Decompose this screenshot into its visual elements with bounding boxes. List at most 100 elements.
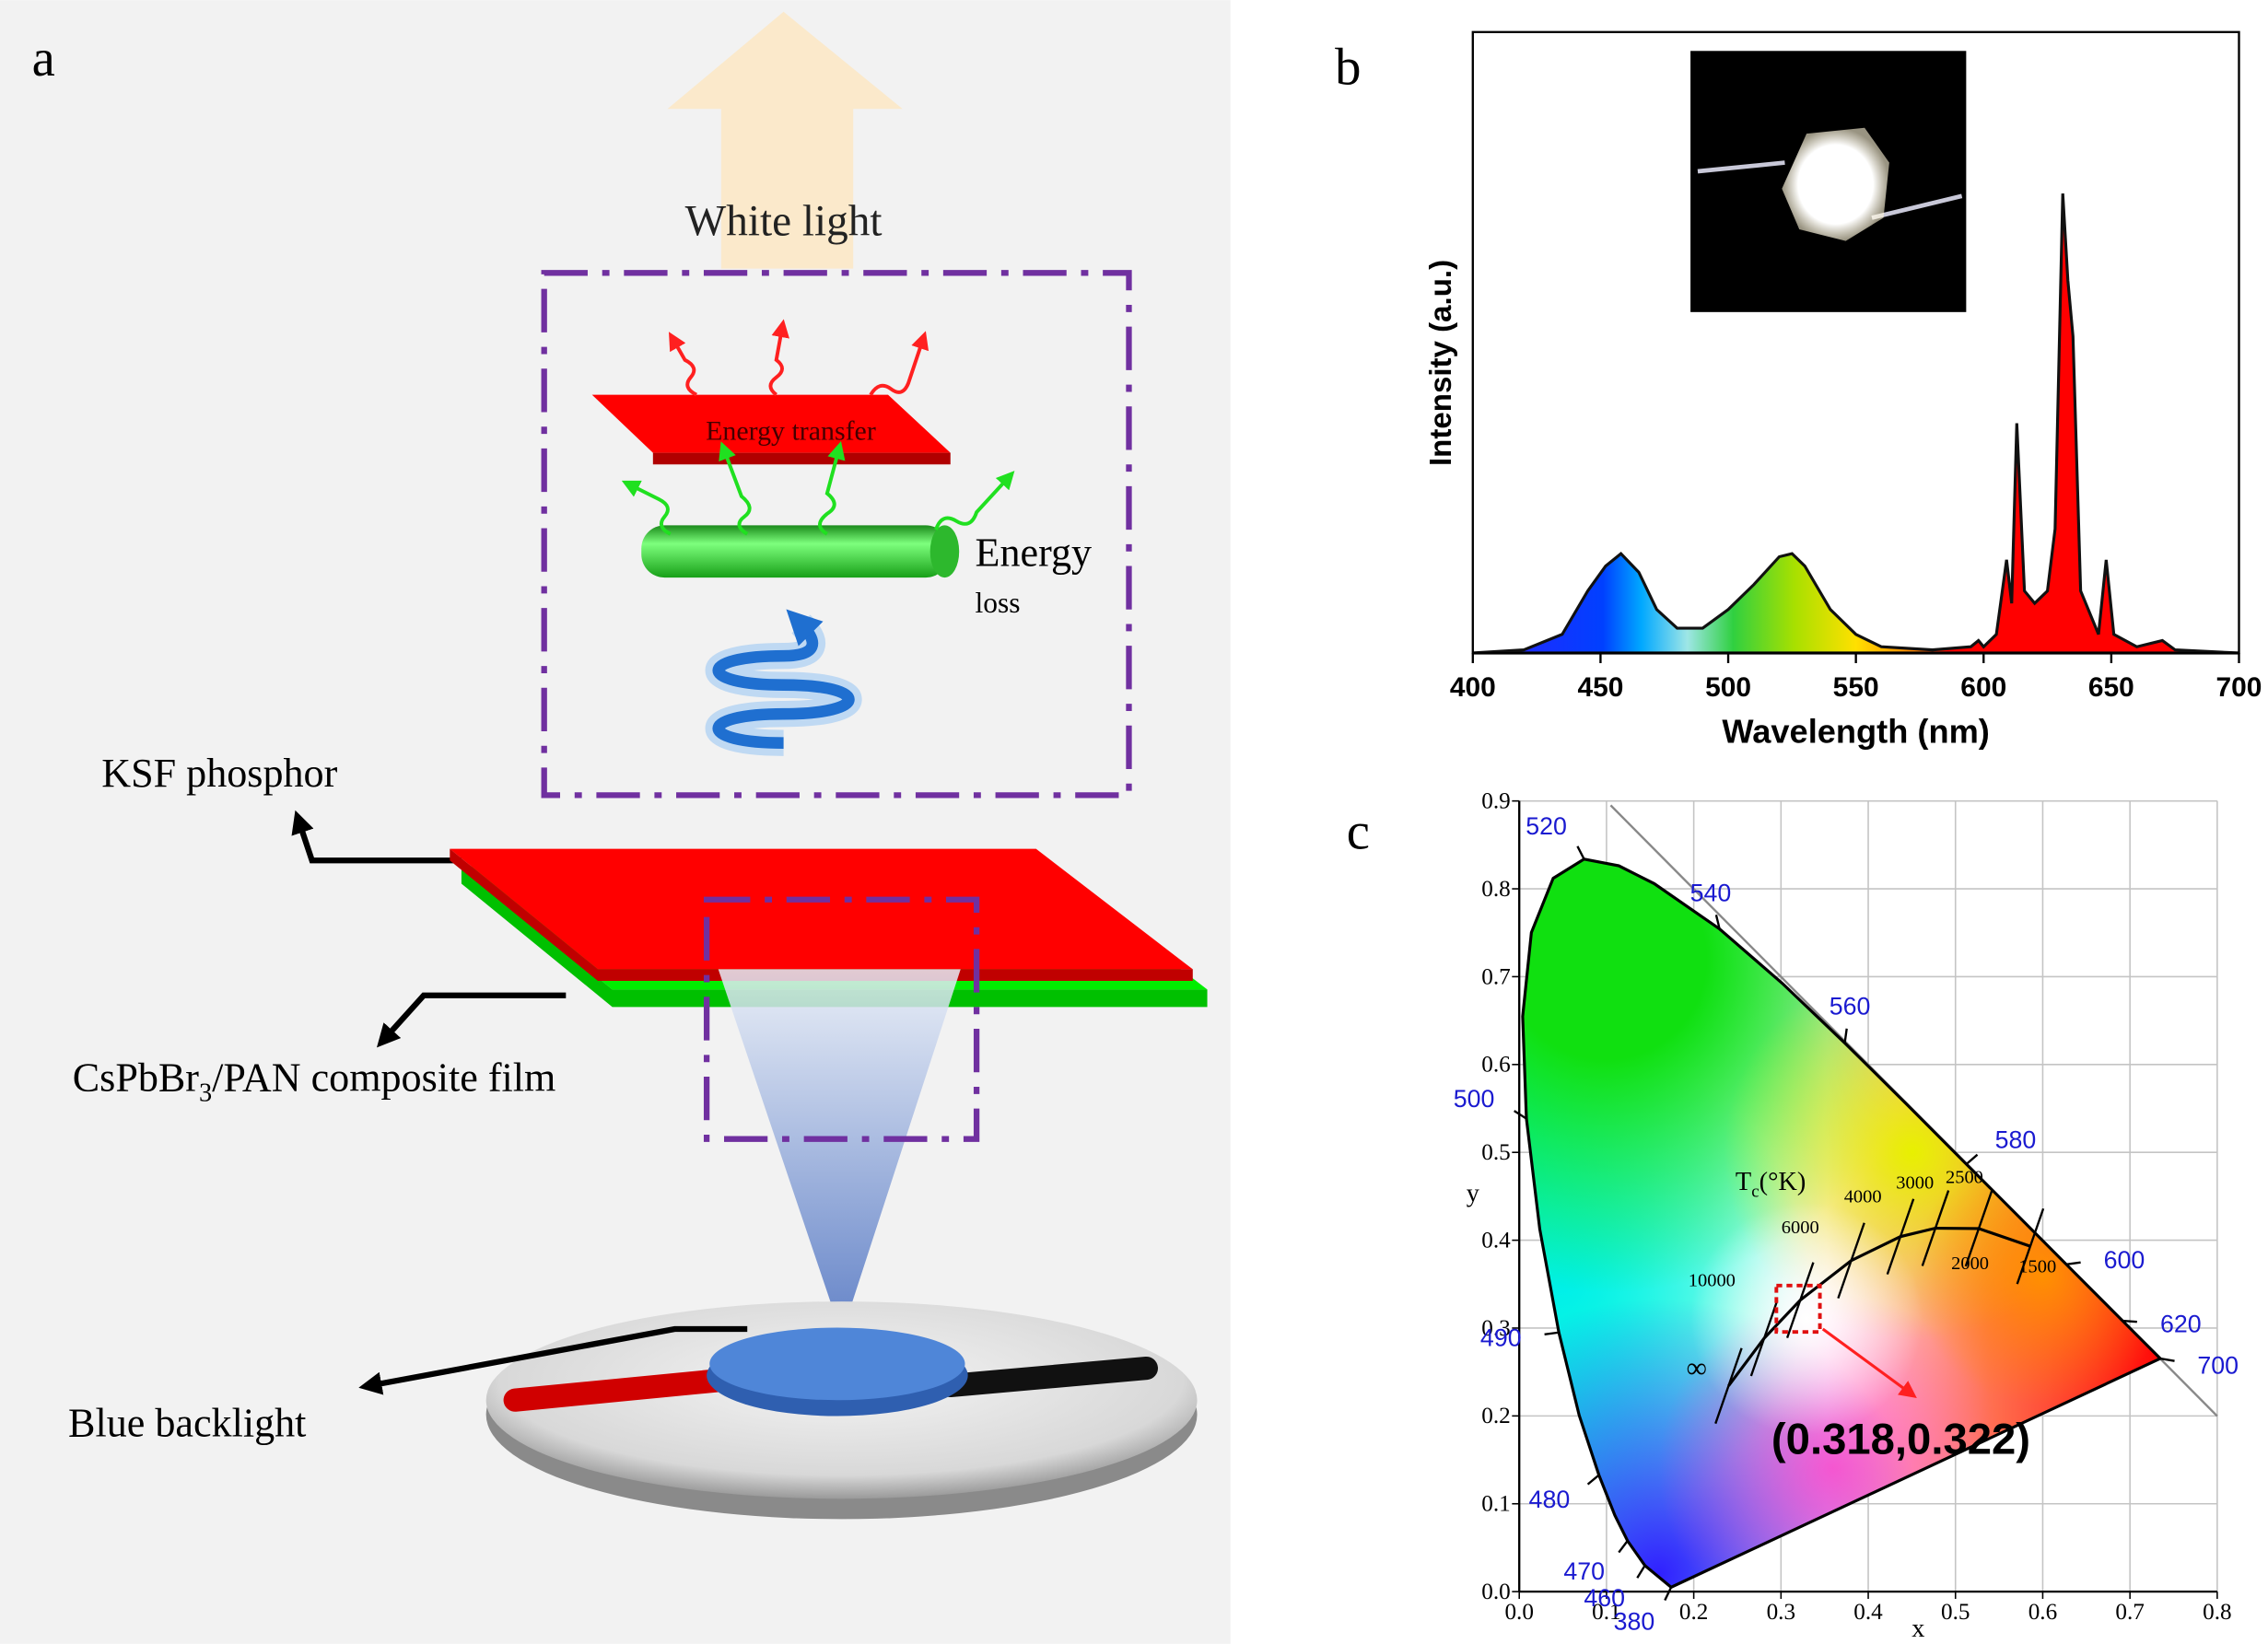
x-tick-label: 0.6 (2028, 1600, 2057, 1625)
x-tick-label: 0.3 (1767, 1600, 1795, 1625)
ksf-label: KSF phosphor (101, 751, 337, 796)
y-tick-label: 0.0 (1481, 1580, 1510, 1604)
locus-tick (1965, 1153, 1979, 1165)
red-film (450, 848, 1193, 970)
x-tick-label: 450 (1577, 672, 1623, 703)
y-tick-label: 0.8 (1481, 877, 1510, 902)
x-tick-label: 0.2 (1679, 1600, 1708, 1625)
zoom-box (541, 270, 1132, 799)
isotherm (1886, 1198, 1915, 1276)
ksf-pointer (291, 810, 462, 864)
y-tick-label: 0.4 (1481, 1228, 1511, 1253)
wavelength-label: 490 (1480, 1324, 1522, 1352)
y-tick-label: 0.1 (1481, 1492, 1510, 1517)
locus-tick (1586, 1474, 1600, 1486)
planckian-locus (1727, 1226, 2031, 1387)
film-label: CsPbBr3/PAN composite film (73, 1055, 556, 1108)
point-arrow (1821, 1327, 1917, 1398)
wavelength-label: 560 (1830, 992, 1871, 1020)
panel-label: a (32, 29, 55, 87)
y-tick-label: 0.5 (1481, 1140, 1510, 1165)
x-tick-label: 0.5 (1941, 1600, 1970, 1625)
ksf-slab-edge (652, 452, 951, 465)
x-axis-label: Wavelength (nm) (1722, 713, 1989, 751)
cct-label: 4000 (1844, 1187, 1882, 1207)
wavelength-label: 580 (1995, 1126, 2037, 1154)
panel-b: b 400 450 500 550 600 650 700 Wavelength (nm) Int… (1335, 30, 2262, 751)
black-lead (939, 1356, 1158, 1398)
y-tick-label: 0.9 (1481, 789, 1510, 814)
cct-title-main: T (1736, 1168, 1751, 1196)
x-tick-label: 650 (2088, 672, 2134, 703)
red-emission (869, 331, 929, 396)
locus-tick (2159, 1357, 2175, 1362)
cct-title-sub: c (1751, 1183, 1759, 1202)
wavelength-label: 520 (1526, 812, 1567, 840)
x-tick-label: 0.8 (2203, 1600, 2231, 1625)
locus-tick (1618, 1540, 1629, 1554)
y-axis-label: y (1467, 1179, 1480, 1207)
cct-label: 2500 (1946, 1168, 1983, 1188)
film-label-sub: 3 (199, 1079, 212, 1108)
measured-point (1774, 1283, 1822, 1335)
x-tick-label: 700 (2216, 672, 2262, 703)
green-emission (818, 440, 846, 536)
green-film-edge (461, 866, 1208, 1008)
panel-label: b (1335, 39, 1361, 97)
wavelength-label: 470 (1563, 1557, 1605, 1585)
wavelength-label: 620 (2160, 1310, 2202, 1337)
isotherm (1964, 1190, 1993, 1267)
x-tick-label: 0.1 (1592, 1600, 1620, 1625)
cct-label: 6000 (1782, 1218, 1819, 1238)
inset-wire (1697, 160, 1963, 220)
cct-title-rest: (°K) (1759, 1168, 1806, 1196)
x-tick-label: 600 (1960, 672, 2006, 703)
backlight-pointer (358, 1325, 748, 1395)
white-light-label: White light (685, 197, 883, 245)
wavelength-label: 500 (1454, 1085, 1495, 1113)
x-tick-label: 0.0 (1504, 1600, 1533, 1625)
emission-arrows (621, 319, 1015, 536)
locus-tick (1544, 1331, 1560, 1335)
x-tick-label: 550 (1833, 672, 1879, 703)
loss-label: loss (976, 587, 1021, 619)
cct-label: 1500 (2018, 1257, 2056, 1277)
y-tick-label: 0.2 (1481, 1404, 1510, 1428)
panel-label: c (1347, 803, 1370, 861)
red-lead (503, 1366, 752, 1412)
locus-tick (1636, 1565, 1646, 1579)
green-emission (621, 480, 672, 536)
x-tick-label: 500 (1705, 672, 1751, 703)
wavelength-label: 600 (2104, 1246, 2145, 1274)
spectrum-area (1472, 193, 2239, 655)
cct-label: 2000 (1951, 1253, 1989, 1274)
nanofiber-end (929, 525, 960, 578)
red-emission (668, 332, 698, 397)
locus-tick (1514, 1110, 1527, 1120)
cct-label: ∞ (1687, 1351, 1707, 1383)
zoom-marker (703, 896, 980, 1142)
locus-tick (1576, 845, 1585, 860)
inset-glow (1782, 127, 1889, 241)
excitation-arrow (712, 609, 855, 749)
light-arrow (667, 11, 903, 269)
point-label: (0.318,0.322) (1771, 1415, 2030, 1463)
y-axis-label: Intensity (a.u.) (1424, 260, 1458, 466)
panel-a: a White light Energy transfer Energy los… (0, 0, 1231, 1644)
locus-tick (2122, 1319, 2137, 1323)
cct-title: Tc(°K) (1736, 1168, 1806, 1202)
green-emission (719, 441, 752, 536)
isotherm (1749, 1300, 1779, 1377)
isotherm (2016, 1207, 2045, 1285)
ksf-slab (591, 394, 951, 453)
wavelength-label: 480 (1529, 1486, 1571, 1513)
cct-label: 10000 (1689, 1270, 1736, 1290)
red-emission (768, 319, 789, 397)
x-tick-label: 0.4 (1853, 1600, 1883, 1625)
locus-tick (1714, 915, 1721, 929)
backlight-label: Blue backlight (68, 1401, 306, 1446)
isotherm (1714, 1347, 1743, 1425)
wavelength-label: 700 (2197, 1351, 2239, 1379)
x-tick-label: 400 (1450, 672, 1496, 703)
